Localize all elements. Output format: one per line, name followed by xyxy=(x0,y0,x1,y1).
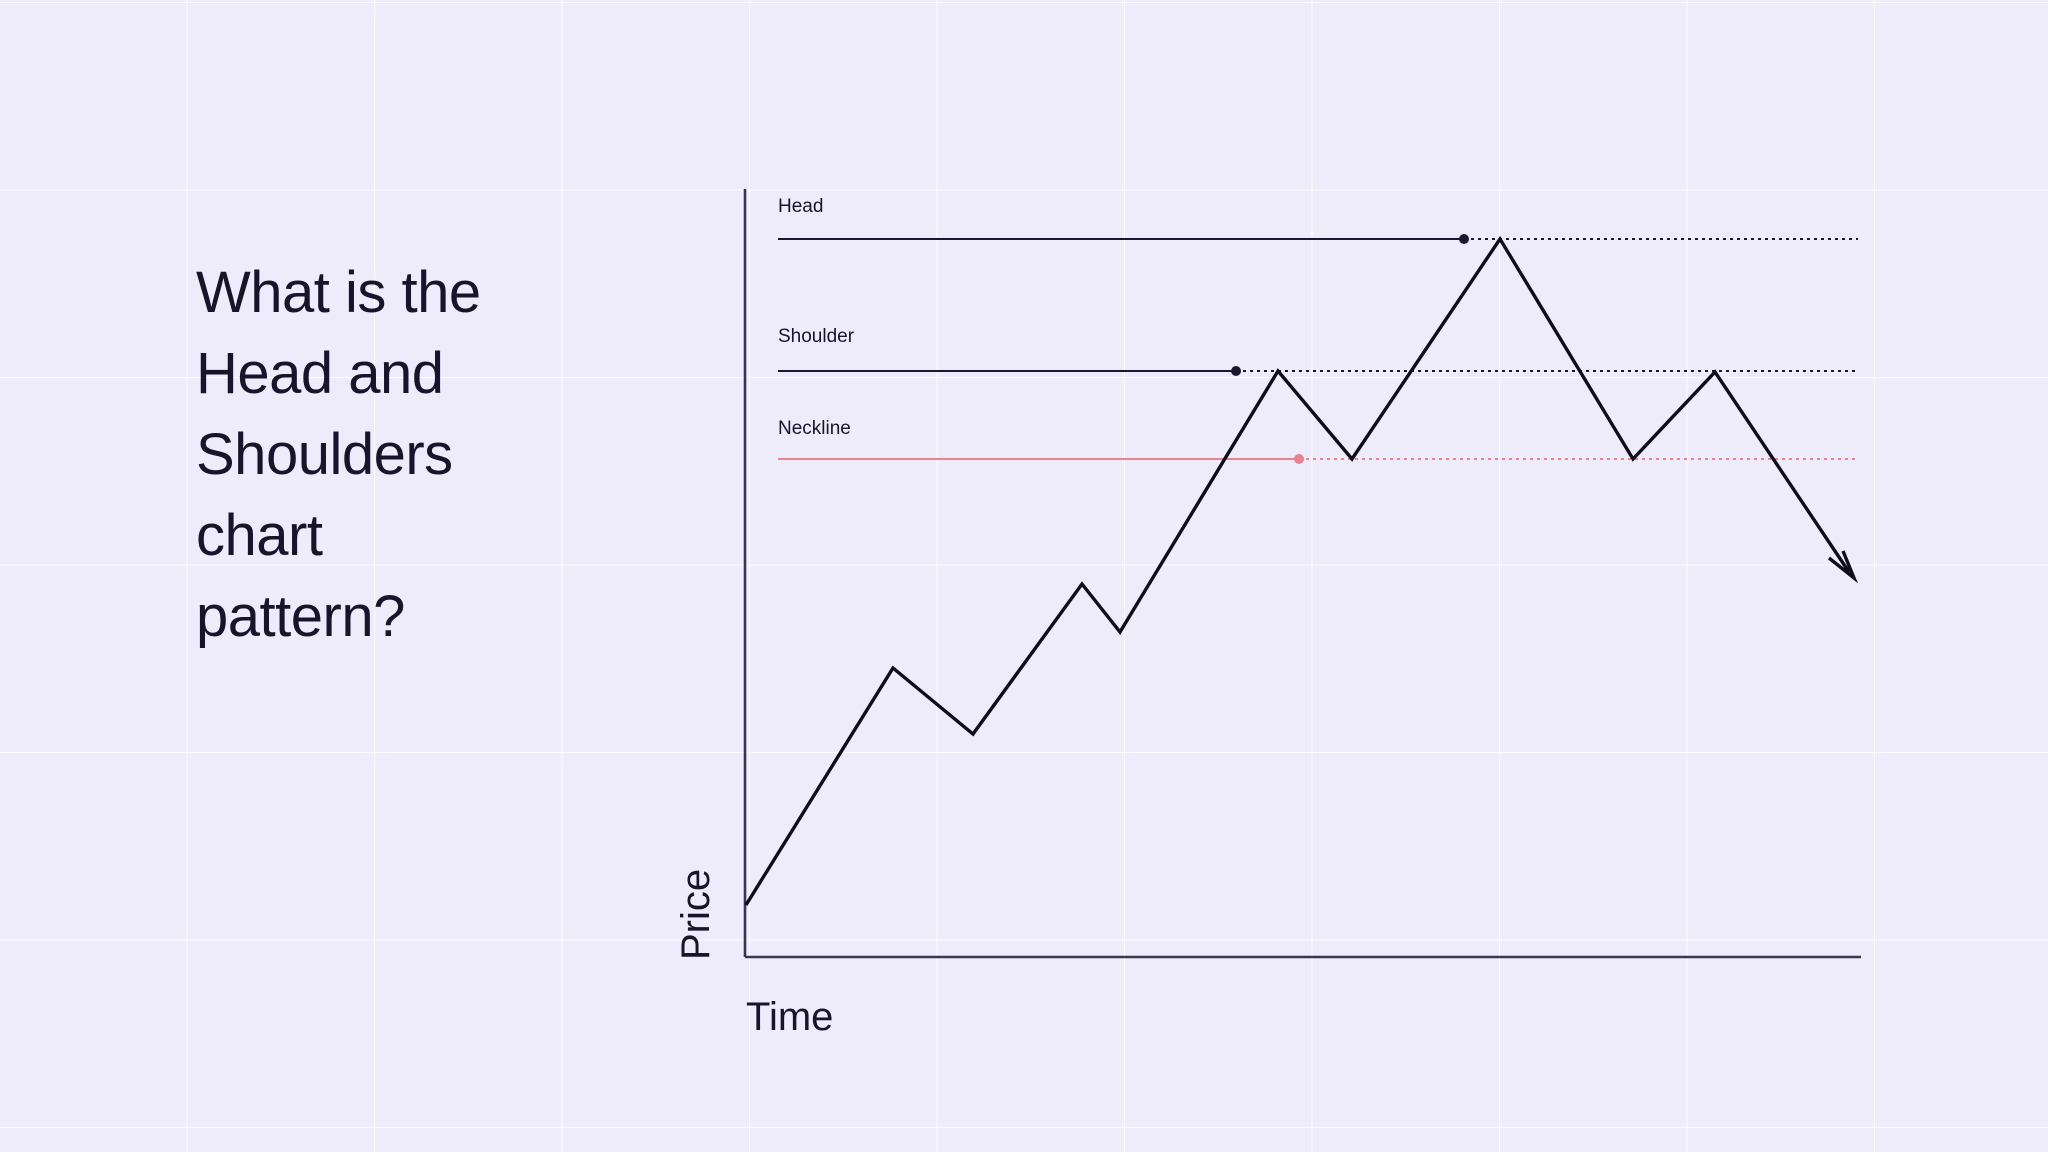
head-label: Head xyxy=(778,196,823,217)
shoulder-marker-dot xyxy=(1231,366,1241,376)
price-line xyxy=(744,235,1851,906)
y-axis-title: Price xyxy=(674,869,718,960)
head-marker-dot xyxy=(1459,234,1469,244)
x-axis-title: Time xyxy=(746,995,833,1039)
page-title: What is the Head and Shoulders chart pat… xyxy=(196,260,481,649)
breakdown-arrow-icon xyxy=(1827,550,1859,584)
neckline-marker-dot xyxy=(1294,454,1304,464)
shoulder-label: Shoulder xyxy=(778,326,855,347)
neckline-label: Neckline xyxy=(778,418,851,439)
